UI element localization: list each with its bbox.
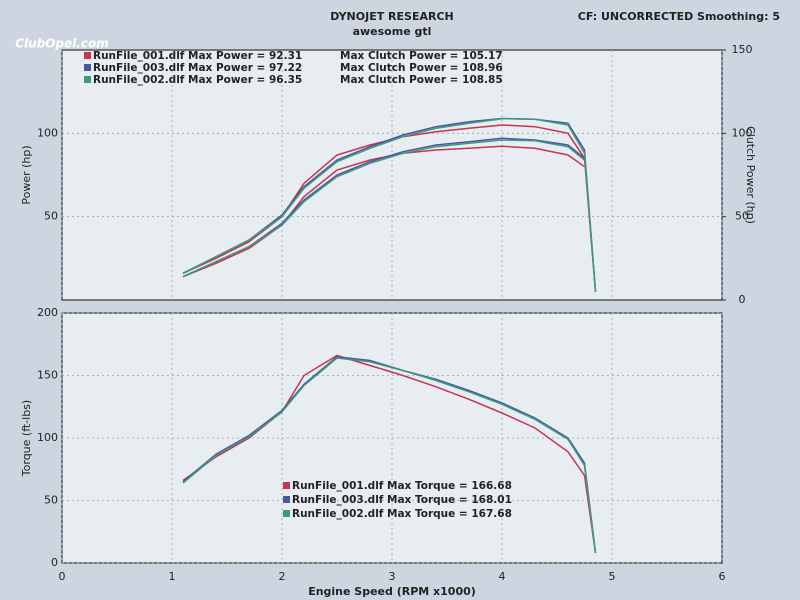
legend-label: RunFile_003.dlf Max Power = 97.22 — [93, 62, 302, 74]
legend-label: RunFile_001.dlf Max Power = 92.31 — [93, 50, 302, 62]
y-tick-label: 50 — [44, 210, 58, 223]
y-tick-label: 50 — [44, 494, 58, 507]
legend-swatch — [283, 510, 290, 517]
x-tick-label: 5 — [609, 570, 616, 583]
legend-swatch — [283, 482, 290, 489]
legend-swatch — [84, 52, 91, 59]
y2-tick-label: 50 — [735, 210, 749, 223]
legend-label: RunFile_003.dlf Max Torque = 168.01 — [292, 494, 512, 506]
x-axis-label: Engine Speed (RPM x1000) — [308, 585, 476, 598]
y-axis-label: Torque (ft-lbs) — [20, 400, 33, 477]
y2-axis-label: Clutch Power (hp) — [744, 126, 757, 224]
watermark: ClubOpel.com — [15, 37, 109, 51]
settings: CF: UNCORRECTED Smoothing: 5 — [578, 10, 780, 23]
series-line — [182, 117, 597, 292]
series-line — [182, 139, 585, 278]
x-tick-label: 1 — [169, 570, 176, 583]
y-tick-label: 150 — [37, 369, 58, 382]
legend-label: RunFile_002.dlf Max Power = 96.35 — [93, 74, 302, 86]
legend-label: Max Clutch Power = 108.85 — [340, 74, 503, 86]
legend-swatch — [84, 76, 91, 83]
y-tick-label: 200 — [37, 306, 58, 319]
y-tick-label: 100 — [37, 431, 58, 444]
x-tick-label: 4 — [499, 570, 506, 583]
x-tick-label: 3 — [389, 570, 396, 583]
y2-tick-label: 0 — [739, 293, 746, 306]
legend-swatch — [84, 64, 91, 71]
y2-tick-label: 150 — [732, 43, 753, 56]
y-axis-label: Power (hp) — [20, 145, 33, 204]
y-tick-label: 0 — [51, 556, 58, 569]
subtitle: awesome gtl — [353, 25, 432, 38]
legend-label: RunFile_002.dlf Max Torque = 167.68 — [292, 508, 512, 520]
legend-swatch — [283, 496, 290, 503]
y-tick-label: 100 — [37, 126, 58, 139]
x-tick-label: 2 — [279, 570, 286, 583]
series-line — [182, 357, 597, 554]
legend-label: RunFile_001.dlf Max Torque = 166.68 — [292, 480, 512, 492]
legend-label: Max Clutch Power = 105.17 — [340, 50, 503, 62]
y2-tick-label: 100 — [732, 126, 753, 139]
title: DYNOJET RESEARCH — [330, 10, 453, 23]
x-tick-label: 0 — [59, 570, 66, 583]
x-tick-label: 6 — [719, 570, 726, 583]
legend-label: Max Clutch Power = 108.96 — [340, 62, 503, 74]
